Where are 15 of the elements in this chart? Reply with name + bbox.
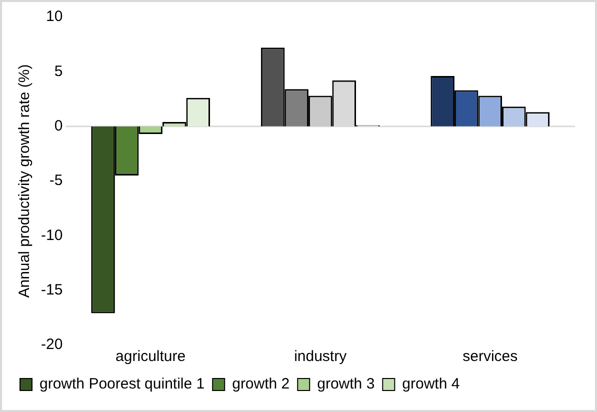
legend-label: growth 2 (232, 376, 290, 393)
y-tick-label: -20 (40, 336, 63, 354)
x-tick-label: industry (294, 348, 348, 366)
y-axis-title: Annual productivity growth rate (%) (16, 64, 34, 298)
y-tick-label: -15 (40, 281, 63, 298)
y-tick-label: -5 (49, 172, 63, 190)
y-tick-label: 10 (46, 8, 63, 26)
y-tick-label: -10 (40, 226, 63, 244)
x-tick-label: services (462, 348, 518, 366)
legend-label: growth 4 (402, 376, 460, 393)
y-tick-label: 0 (54, 117, 63, 134)
legend-label: growth Poorest quintile 1 (40, 376, 205, 393)
x-tick-label: agriculture (116, 348, 186, 366)
legend-label: growth 3 (317, 376, 375, 393)
y-tick-label: 5 (54, 62, 63, 80)
